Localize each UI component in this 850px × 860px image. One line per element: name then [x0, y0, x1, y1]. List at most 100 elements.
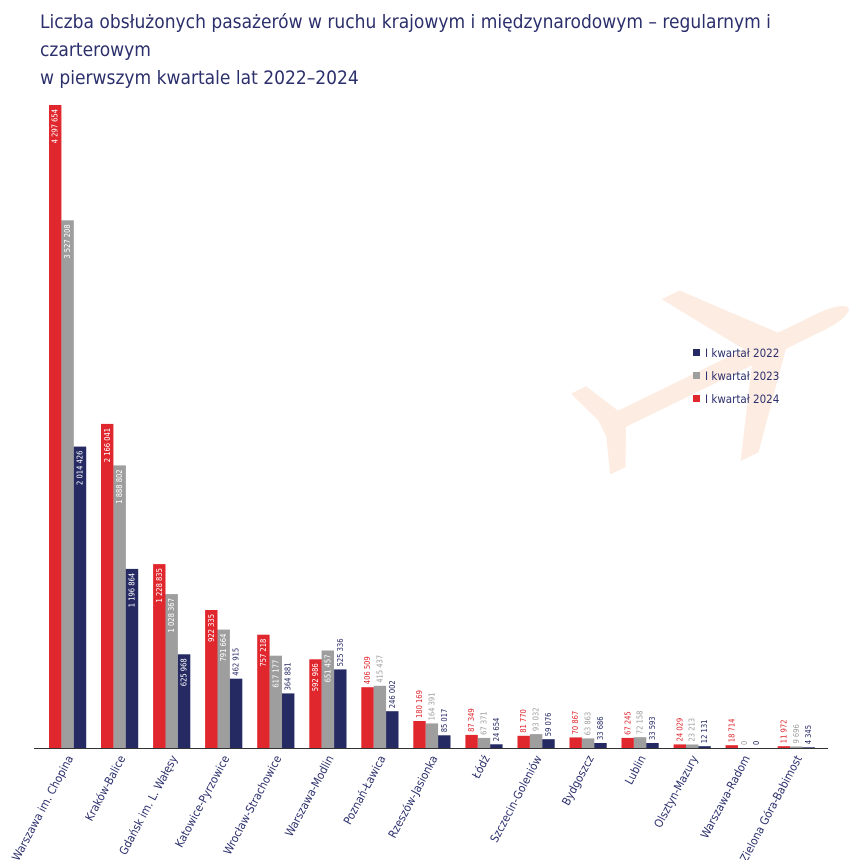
- bar: [61, 220, 74, 749]
- data-label: 525 336: [336, 638, 345, 666]
- legend-label: I kwartał 2024: [705, 392, 779, 406]
- data-label: 364 881: [284, 662, 293, 690]
- chart-title-line-1: Liczba obsłużonych pasażerów w ruchu kra…: [40, 11, 771, 61]
- bar: [777, 746, 791, 748]
- data-label: 2 166 041: [103, 428, 112, 462]
- bar: [517, 735, 530, 748]
- data-label: 164 391: [427, 692, 436, 720]
- bar: [490, 744, 503, 748]
- bar: [425, 723, 439, 748]
- x-tick-label: Wrocław-Strachowice: [220, 753, 284, 857]
- x-tick-label: Łódź: [468, 753, 492, 782]
- data-label: 1 028 367: [167, 598, 176, 632]
- bar: [73, 446, 87, 748]
- x-tick-label: Gdańsk im. L. Wałęsy: [116, 753, 180, 857]
- bar: [334, 669, 347, 748]
- x-tick-label: Bydgoszcz: [559, 753, 597, 808]
- data-label: 180 169: [415, 690, 424, 718]
- data-label: 0: [740, 741, 749, 745]
- chart-title-line-2: w pierwszym kwartale lat 2022–2024: [40, 67, 359, 89]
- x-tick-labels: Warszawa im. Chopina Kraków-BaliceGdańsk …: [9, 752, 805, 860]
- x-tick-label: Olsztyn-Mazury: [651, 753, 701, 830]
- data-label: 4 297 654: [51, 109, 60, 143]
- bar: [646, 743, 659, 748]
- data-label: 406 509: [363, 656, 372, 684]
- airplane-icon: [570, 290, 849, 475]
- bar: [698, 746, 711, 748]
- legend: I kwartał 2022 I kwartał 2023 I kwartał 20…: [693, 346, 779, 406]
- bar: [413, 721, 426, 748]
- bar: [802, 747, 815, 748]
- data-label: 33 686: [596, 716, 605, 740]
- x-tick-label: Katowice-Pyrzowice: [172, 753, 232, 850]
- bar: [257, 634, 270, 748]
- data-label: 1 228 835: [155, 568, 164, 602]
- data-label: 24 654: [492, 718, 501, 742]
- bar: [49, 105, 62, 748]
- bar: [621, 737, 634, 748]
- data-label: 757 218: [259, 639, 268, 667]
- x-tick-label: Kraków-Balice: [82, 753, 128, 823]
- bar: [386, 711, 399, 748]
- bar: [725, 745, 738, 748]
- bar: [594, 743, 607, 748]
- bar: [101, 423, 114, 748]
- bar: [438, 735, 451, 748]
- data-label: 9 696: [792, 724, 801, 743]
- data-label: 18 714: [727, 719, 736, 743]
- bar: [217, 629, 230, 748]
- bar: [529, 734, 543, 748]
- data-label: 791 664: [219, 634, 228, 662]
- bar: [269, 655, 282, 748]
- bar: [153, 564, 166, 748]
- data-label: 0: [752, 741, 761, 745]
- bar: [633, 737, 647, 748]
- bar: [790, 746, 803, 748]
- bar: [205, 610, 218, 748]
- data-label: 33 593: [648, 716, 657, 740]
- bar: [282, 693, 295, 748]
- x-tick-label: Poznań-Ławica: [340, 753, 388, 827]
- data-label: 11 972: [779, 720, 788, 744]
- bar: [542, 739, 555, 748]
- x-tick-label: Rzeszów-Jasionka: [385, 753, 440, 840]
- bar: [581, 738, 595, 748]
- data-label: 625 968: [180, 658, 189, 686]
- data-label: 67 245: [623, 711, 632, 735]
- chart-title: Liczba obsłużonych pasażerów w ruchu kra…: [40, 8, 840, 92]
- bar: [673, 744, 686, 748]
- bar: [477, 737, 491, 748]
- data-label: 24 029: [675, 718, 684, 742]
- data-label: 93 032: [532, 707, 541, 731]
- bar: [321, 650, 334, 748]
- data-label: 3 527 208: [63, 224, 72, 258]
- data-label: 85 017: [440, 709, 449, 733]
- data-label: 592 986: [311, 663, 320, 691]
- bar: [177, 654, 191, 748]
- x-tick-label: Warszawa-Modlin: [282, 753, 337, 839]
- data-label: 70 867: [571, 711, 580, 735]
- data-label: 72 158: [636, 711, 645, 735]
- data-label: 23 213: [688, 718, 697, 742]
- data-label: 4 345: [804, 725, 813, 744]
- data-label: 67 371: [480, 711, 489, 735]
- bar: [686, 744, 699, 748]
- bar: [125, 568, 139, 748]
- x-tick-label: Warszawa-Radom: [697, 753, 753, 841]
- legend-label: I kwartał 2023: [705, 369, 779, 383]
- bar: [165, 594, 178, 748]
- bar: [309, 659, 322, 748]
- data-label: 81 770: [519, 709, 528, 733]
- bar: [229, 678, 243, 748]
- data-label: 415 437: [375, 655, 384, 683]
- data-label: 59 076: [544, 713, 553, 737]
- legend-swatch: [693, 372, 700, 379]
- data-label: 2 014 426: [76, 451, 85, 485]
- data-label: 63 863: [584, 712, 593, 736]
- bar: [373, 685, 387, 748]
- data-label: 12 131: [700, 720, 709, 744]
- bar: [569, 737, 582, 748]
- x-tick-label: Lublin: [622, 753, 649, 787]
